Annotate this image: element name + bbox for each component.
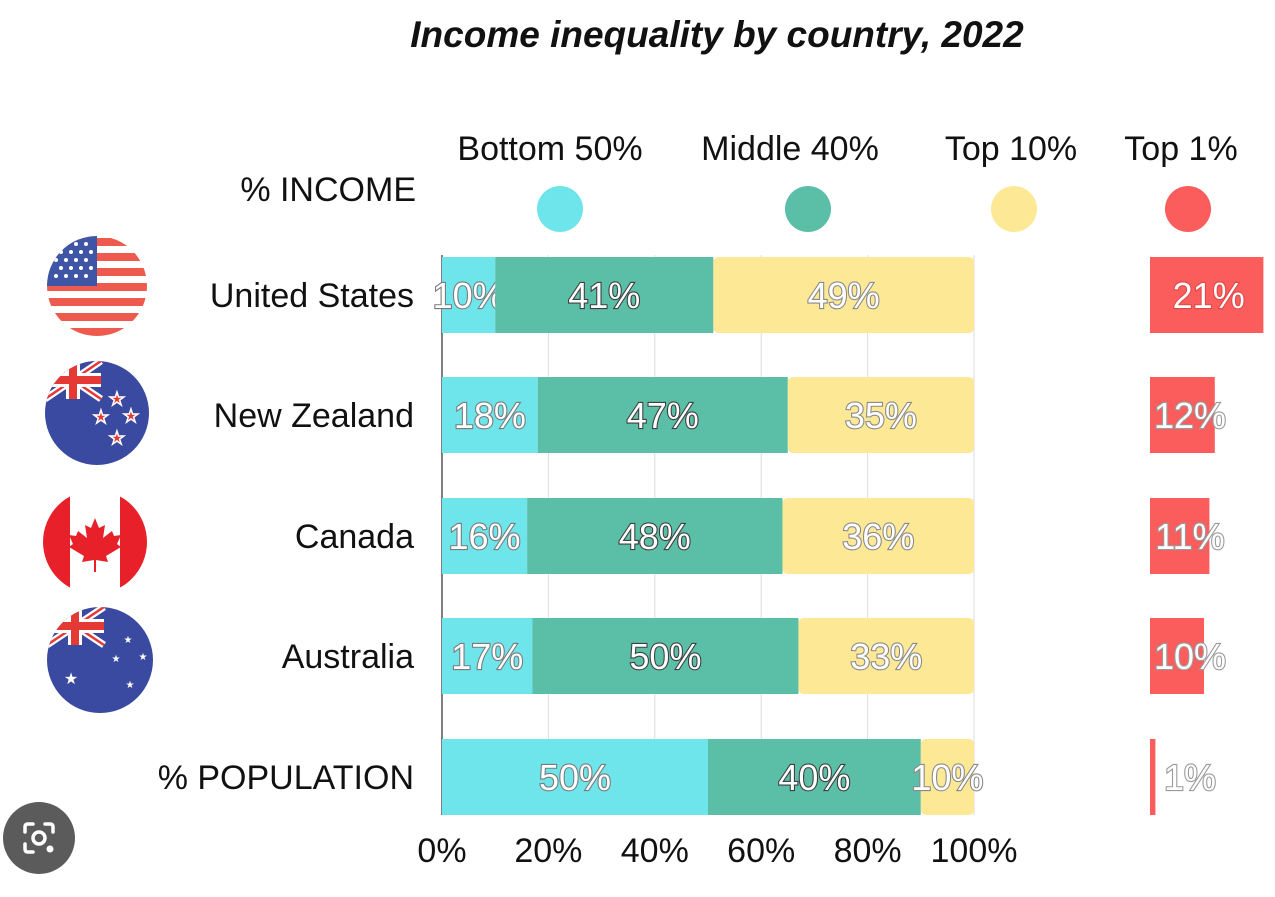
canada-flag-icon xyxy=(43,490,147,594)
x-tick-label: 100% xyxy=(931,832,1018,870)
data-label: 40% xyxy=(778,757,850,798)
category-label: United States xyxy=(210,277,414,315)
legend-swatch xyxy=(991,186,1037,232)
data-label: 18% xyxy=(454,395,526,436)
top1-data-label: 1% xyxy=(1164,757,1216,798)
data-label: 47% xyxy=(627,395,699,436)
data-label: 16% xyxy=(449,516,521,557)
nz-flag-icon: ★★ ★★ xyxy=(45,361,149,465)
svg-text:★: ★ xyxy=(64,669,78,688)
bar-segment xyxy=(442,618,533,694)
bar-segment xyxy=(527,498,783,574)
x-axis-ticks: 0% 20% 40% 60% 80% 100% xyxy=(417,832,1017,870)
bar-segment xyxy=(920,739,974,815)
bar-row: United States 10% 41% 49% 21% xyxy=(210,257,1264,333)
category-label: % POPULATION xyxy=(158,759,414,797)
bar-row: New Zealand 18% 47% 35% 12% xyxy=(214,377,1227,453)
us-flag-icon xyxy=(47,236,147,336)
svg-text:★: ★ xyxy=(139,652,148,663)
legend-label: Top 10% xyxy=(945,130,1077,168)
bar-segment xyxy=(713,257,974,333)
data-label: 10% xyxy=(911,757,983,798)
top1-bar xyxy=(1150,498,1210,574)
visual-search-lens-button[interactable] xyxy=(3,802,75,874)
x-tick-label: 0% xyxy=(417,832,466,870)
legend-label: Bottom 50% xyxy=(457,130,642,168)
svg-text:★: ★ xyxy=(93,407,109,428)
legend-label: Middle 40% xyxy=(701,130,879,168)
data-label: 50% xyxy=(629,636,701,677)
bar-segment xyxy=(442,498,528,574)
bar-segment xyxy=(708,739,921,815)
bar-row: % POPULATION 50% 40% 10% 1% xyxy=(158,739,1217,815)
data-label: 50% xyxy=(539,757,611,798)
bar-row: Australia 17% 50% 33% 10% xyxy=(282,618,1227,694)
bar-segment xyxy=(532,618,799,694)
data-label: 10% xyxy=(433,275,505,316)
data-label: 33% xyxy=(850,636,922,677)
australia-flag-icon: ★ ★ ★ ★ ★ xyxy=(47,607,153,713)
legend-label: Top 1% xyxy=(1124,130,1237,168)
legend-swatch xyxy=(537,186,583,232)
svg-text:★: ★ xyxy=(124,635,133,646)
top1-data-label: 11% xyxy=(1155,516,1224,557)
svg-text:★: ★ xyxy=(123,406,139,427)
x-tick-label: 60% xyxy=(727,832,795,870)
category-label: Australia xyxy=(282,638,414,676)
svg-text:★: ★ xyxy=(109,428,125,449)
svg-text:★: ★ xyxy=(109,389,125,410)
top1-bar xyxy=(1150,618,1204,694)
bar-row: Canada 16% 48% 36% 11% xyxy=(295,498,1226,574)
data-label: 49% xyxy=(808,275,880,316)
x-tick-label: 20% xyxy=(514,832,582,870)
bar-segment xyxy=(442,739,708,815)
top1-bar xyxy=(1150,739,1156,815)
bar-segment xyxy=(442,257,496,333)
data-label: 35% xyxy=(845,395,917,436)
lens-icon xyxy=(23,822,55,854)
top1-data-label: 10% xyxy=(1154,636,1226,677)
bar-segment xyxy=(537,377,788,453)
legend: Bottom 50% Middle 40% Top 10% Top 1% xyxy=(457,130,1238,232)
bar-segment xyxy=(787,377,974,453)
x-tick-label: 80% xyxy=(834,832,902,870)
bar-segment xyxy=(495,257,714,333)
data-label: 36% xyxy=(842,516,914,557)
data-label: 17% xyxy=(451,636,523,677)
legend-swatch xyxy=(1165,186,1211,232)
row-header-income: % INCOME xyxy=(240,171,416,209)
svg-text:★: ★ xyxy=(126,680,135,691)
chart-title: Income inequality by country, 2022 xyxy=(410,14,1024,55)
top1-bar xyxy=(1150,257,1264,333)
legend-swatch xyxy=(785,186,831,232)
top1-data-label: 21% xyxy=(1173,275,1245,316)
x-tick-label: 40% xyxy=(621,832,689,870)
bar-rows: United States 10% 41% 49% 21% New Zealand 18% 4… xyxy=(158,257,1264,815)
bar-segment xyxy=(798,618,974,694)
bar-segment xyxy=(442,377,538,453)
category-label: New Zealand xyxy=(214,397,414,435)
category-label: Canada xyxy=(295,518,414,556)
top1-bar xyxy=(1150,377,1215,453)
data-label: 41% xyxy=(568,275,640,316)
top1-data-label: 12% xyxy=(1154,395,1226,436)
data-label: 48% xyxy=(619,516,691,557)
svg-text:★: ★ xyxy=(112,654,121,665)
bar-segment xyxy=(782,498,974,574)
